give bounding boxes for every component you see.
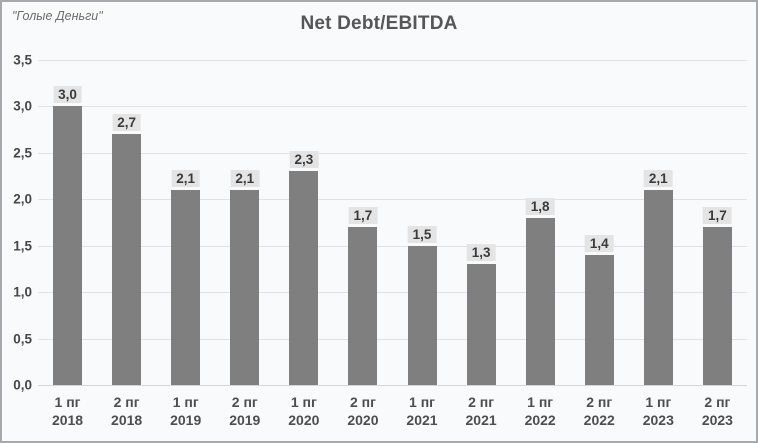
bar-column: 2,3: [274, 60, 333, 385]
bar: [525, 217, 555, 385]
x-tick-label: 2 пг 2020: [347, 394, 379, 429]
bar-value-label: 2,1: [171, 170, 201, 187]
y-tick-label: 2,5: [13, 145, 32, 161]
x-tick-label: 1 пг 2023: [642, 394, 674, 429]
bar: [584, 255, 614, 385]
bar-column: 2,1: [215, 60, 274, 385]
bar-value-label: 1,4: [584, 235, 614, 252]
gridline: [38, 106, 747, 108]
bar-column: 2,7: [97, 60, 156, 385]
bar-value-label: 1,8: [525, 197, 555, 215]
y-tick-label: 3,0: [13, 98, 32, 114]
y-tick-label: 0,5: [13, 331, 32, 347]
bars-layer: 3,0 2,7 2,1 2,1 2,3 1,7 1,5 1,3 1,8 1,4 2,1 1,7: [38, 60, 747, 385]
bar: [466, 264, 496, 385]
bar-value-label: 2,1: [643, 170, 673, 187]
bar-value-label: 2,3: [289, 151, 319, 169]
gridline: [38, 152, 747, 154]
watermark: "Голые Деньги": [12, 9, 103, 23]
gridline: [38, 245, 747, 247]
bar: [407, 245, 437, 385]
x-tick-label: 1 пг 2019: [170, 394, 202, 429]
x-tick-label: 2 пг 2022: [583, 394, 615, 429]
bar-column: 2,1: [629, 60, 688, 385]
x-tick-label: 2 пг 2023: [701, 394, 733, 429]
bar-value-label: 2,7: [112, 114, 141, 132]
bar-column: 1,7: [688, 60, 747, 385]
gridline: [38, 60, 747, 61]
bar: [171, 190, 201, 385]
bar: [112, 134, 142, 385]
gridline: [38, 385, 747, 386]
bar-value-label: 3,0: [53, 86, 82, 104]
x-tick-label: 1 пг 2021: [406, 394, 438, 429]
bar: [289, 171, 319, 385]
bar-column: 3,0: [38, 60, 97, 385]
plot-area: 3,0 2,7 2,1 2,1 2,3 1,7 1,5 1,3 1,8 1,4 2,1 1,7: [38, 60, 747, 386]
x-tick-label: 2 пг 2019: [229, 394, 261, 429]
bar-column: 1,7: [333, 60, 392, 385]
bar: [702, 227, 732, 385]
y-tick-label: 0,0: [13, 377, 32, 393]
bar: [348, 227, 378, 385]
bar-column: 2,1: [156, 60, 215, 385]
bar: [53, 106, 83, 385]
x-axis: 1 пг 2018 2 пг 2018 1 пг 2019 2 пг 2019 1 пг…: [38, 393, 747, 430]
chart-title: Net Debt/EBITDA: [300, 13, 458, 34]
x-tick-label: 1 пг 2020: [288, 394, 320, 429]
bar-value-label: 1,5: [407, 225, 437, 243]
bar-column: 1,8: [511, 60, 570, 385]
y-axis: 0,0 0,5 1,0 1,5 2,0 2,5 3,0 3,5: [2, 53, 32, 393]
bar-value-label: 2,1: [230, 170, 260, 187]
gridline: [38, 292, 747, 294]
bar-column: 1,3: [452, 60, 511, 385]
bar-value-label: 1,7: [348, 207, 378, 225]
y-tick-label: 2,0: [13, 191, 32, 207]
y-tick-label: 1,0: [13, 284, 32, 300]
bar-column: 1,4: [570, 60, 629, 385]
bar: [230, 190, 260, 385]
x-tick-label: 1 пг 2018: [51, 394, 84, 429]
bar: [643, 190, 673, 385]
y-tick-label: 3,5: [13, 52, 32, 68]
bar-column: 1,5: [392, 60, 451, 385]
x-tick-label: 2 пг 2021: [465, 394, 497, 429]
y-tick-label: 1,5: [13, 238, 32, 254]
gridline: [38, 199, 747, 201]
x-tick-label: 2 пг 2018: [111, 394, 143, 429]
gridline: [38, 338, 747, 340]
x-tick-label: 1 пг 2022: [524, 394, 556, 429]
bar-value-label: 1,7: [703, 207, 732, 225]
bar-value-label: 1,3: [466, 244, 496, 262]
